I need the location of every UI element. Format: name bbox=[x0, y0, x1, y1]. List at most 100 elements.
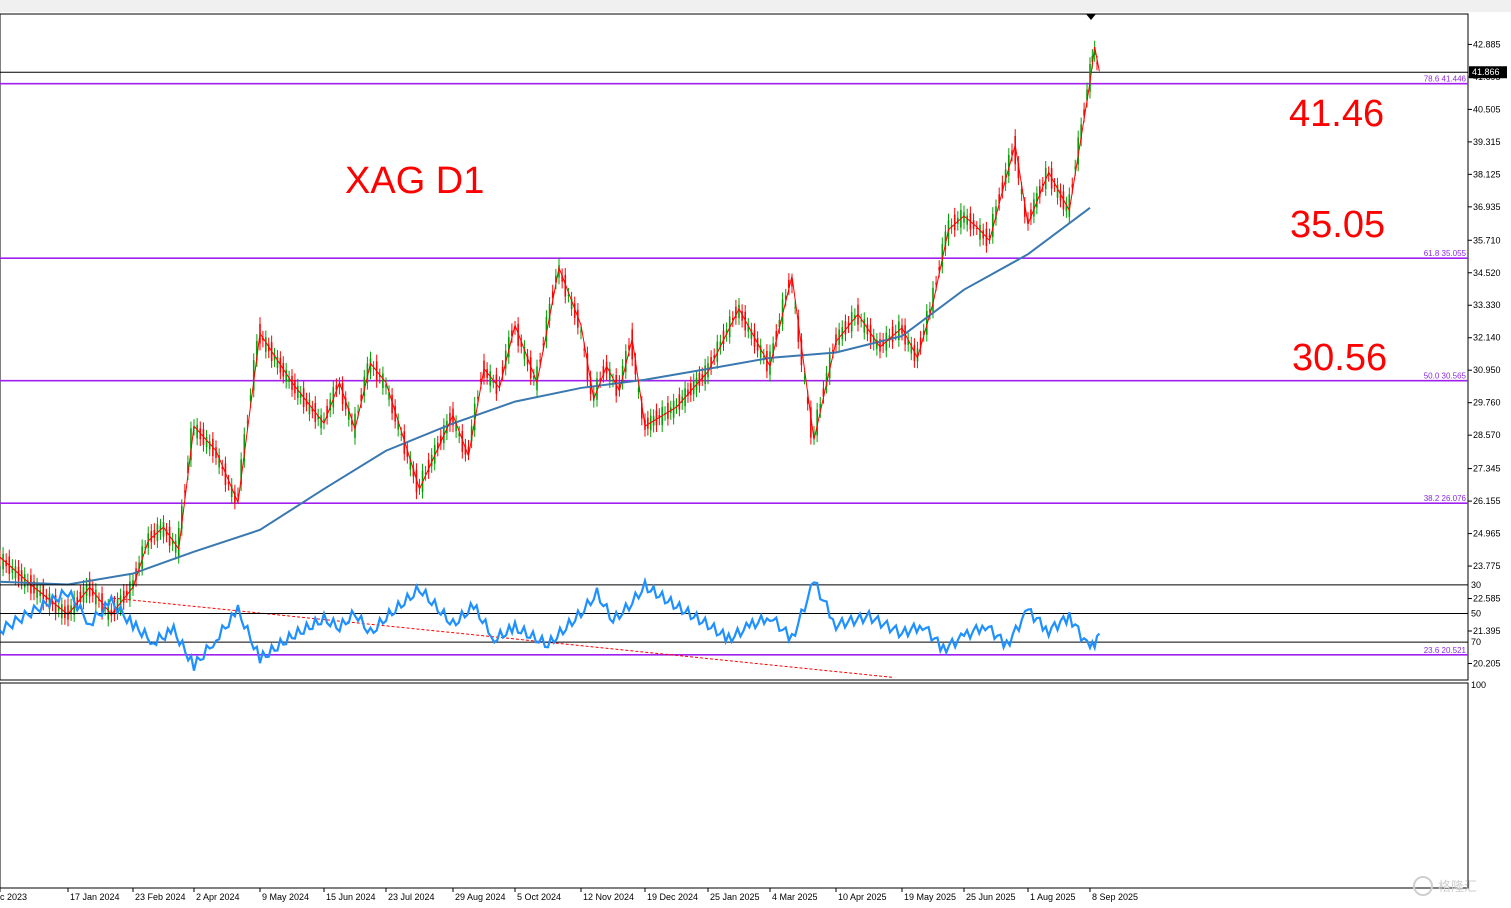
candle-body bbox=[778, 320, 781, 328]
candle-body bbox=[150, 530, 153, 543]
candle-body bbox=[719, 341, 722, 348]
rsi-tick-label: 50 bbox=[1471, 609, 1481, 619]
x-tick-label: 10 Apr 2025 bbox=[838, 892, 887, 902]
candle-body bbox=[57, 605, 60, 611]
candle-body bbox=[612, 380, 614, 382]
candle-body bbox=[205, 436, 208, 448]
candle-body bbox=[775, 330, 778, 341]
candle-body bbox=[288, 377, 290, 382]
candle-body bbox=[104, 607, 106, 609]
candle-body bbox=[126, 590, 128, 596]
candle-body bbox=[750, 329, 753, 339]
fib-level-label: 61.8 35.055 bbox=[1424, 249, 1467, 258]
candle-body bbox=[11, 565, 14, 573]
candle-body bbox=[1047, 173, 1050, 175]
candle-body bbox=[618, 381, 621, 390]
candle-body bbox=[338, 383, 341, 388]
x-tick-label: 1 Aug 2025 bbox=[1030, 892, 1076, 902]
candle-body bbox=[772, 343, 774, 357]
candle-body bbox=[678, 394, 681, 410]
candle-body bbox=[1089, 64, 1091, 92]
candle-body bbox=[1059, 190, 1062, 201]
candle-body bbox=[1017, 162, 1020, 179]
chart-title: XAG D1 bbox=[345, 160, 484, 202]
candle-body bbox=[174, 540, 177, 553]
candle-body bbox=[625, 351, 627, 373]
candle-body bbox=[529, 357, 532, 379]
candle-body bbox=[317, 415, 319, 420]
candle-body bbox=[832, 350, 834, 352]
candle-body bbox=[580, 330, 582, 333]
candle-body bbox=[348, 408, 350, 420]
candle-body bbox=[941, 244, 944, 267]
candle-body bbox=[489, 371, 491, 386]
x-tick-label: 23 Feb 2024 bbox=[135, 892, 186, 902]
candle-body bbox=[23, 574, 26, 588]
candle-body bbox=[690, 383, 692, 396]
candle-body bbox=[470, 426, 473, 442]
candle-body bbox=[879, 339, 881, 352]
candle-body bbox=[436, 442, 439, 450]
candle-body bbox=[372, 367, 375, 370]
candle-body bbox=[1033, 199, 1035, 217]
candle-body bbox=[979, 224, 981, 240]
candle-body bbox=[323, 419, 325, 423]
candle-body bbox=[876, 339, 878, 349]
y-tick-label: 23.775 bbox=[1473, 561, 1501, 571]
candle-body bbox=[1041, 183, 1044, 186]
candle-body bbox=[523, 347, 526, 360]
candle-body bbox=[240, 459, 242, 485]
candle-body bbox=[153, 529, 156, 539]
x-tick-label: 25 Jan 2025 bbox=[710, 892, 760, 902]
fib-level-label: 78.6 41.446 bbox=[1424, 75, 1467, 84]
annotations: XAG D1 41.46 35.05 30.56 bbox=[345, 93, 1387, 379]
candle-body bbox=[452, 408, 454, 426]
candle-body bbox=[872, 335, 875, 344]
candle-body bbox=[800, 340, 803, 366]
current-price-label: 41.866 bbox=[1472, 67, 1500, 77]
candle-body bbox=[511, 330, 513, 337]
candle-body bbox=[326, 405, 328, 418]
candle-body bbox=[916, 348, 919, 362]
candle-body bbox=[1014, 135, 1016, 165]
candle-body bbox=[854, 315, 856, 319]
candle-body bbox=[542, 343, 545, 345]
candle-body bbox=[230, 484, 233, 497]
candle-body bbox=[299, 392, 302, 398]
candle-body bbox=[171, 539, 174, 545]
candle-body bbox=[412, 468, 415, 477]
candle-body bbox=[449, 413, 451, 426]
candle-body bbox=[710, 357, 712, 369]
candle-body bbox=[701, 374, 704, 380]
candle-body bbox=[267, 344, 270, 352]
candle-body bbox=[788, 279, 790, 289]
candle-body bbox=[1077, 137, 1079, 165]
candle-body bbox=[828, 354, 831, 379]
candle-body bbox=[391, 394, 393, 414]
candle-body bbox=[311, 407, 314, 412]
candle-body bbox=[70, 605, 72, 615]
candle-body bbox=[91, 588, 94, 596]
candle-body bbox=[894, 331, 897, 334]
candle-body bbox=[504, 350, 507, 369]
candle-body bbox=[107, 605, 110, 620]
candle-body bbox=[1001, 182, 1004, 192]
candle-body bbox=[162, 522, 165, 537]
candle-body bbox=[458, 432, 460, 437]
candle-body bbox=[455, 422, 457, 432]
y-tick-label: 21.395 bbox=[1473, 626, 1501, 636]
candle-body bbox=[440, 435, 442, 444]
candle-body bbox=[181, 506, 183, 529]
candle-body bbox=[929, 308, 931, 313]
candle-body bbox=[1039, 186, 1041, 197]
candle-body bbox=[285, 369, 287, 382]
candle-body bbox=[79, 591, 82, 603]
candle-body bbox=[599, 378, 601, 381]
candle-body bbox=[467, 446, 470, 454]
candle-body bbox=[907, 339, 909, 345]
candle-body bbox=[2, 553, 4, 570]
candle-body bbox=[687, 389, 689, 396]
candle-body bbox=[555, 275, 557, 283]
candle-body bbox=[637, 387, 640, 393]
candle-body bbox=[196, 424, 198, 439]
